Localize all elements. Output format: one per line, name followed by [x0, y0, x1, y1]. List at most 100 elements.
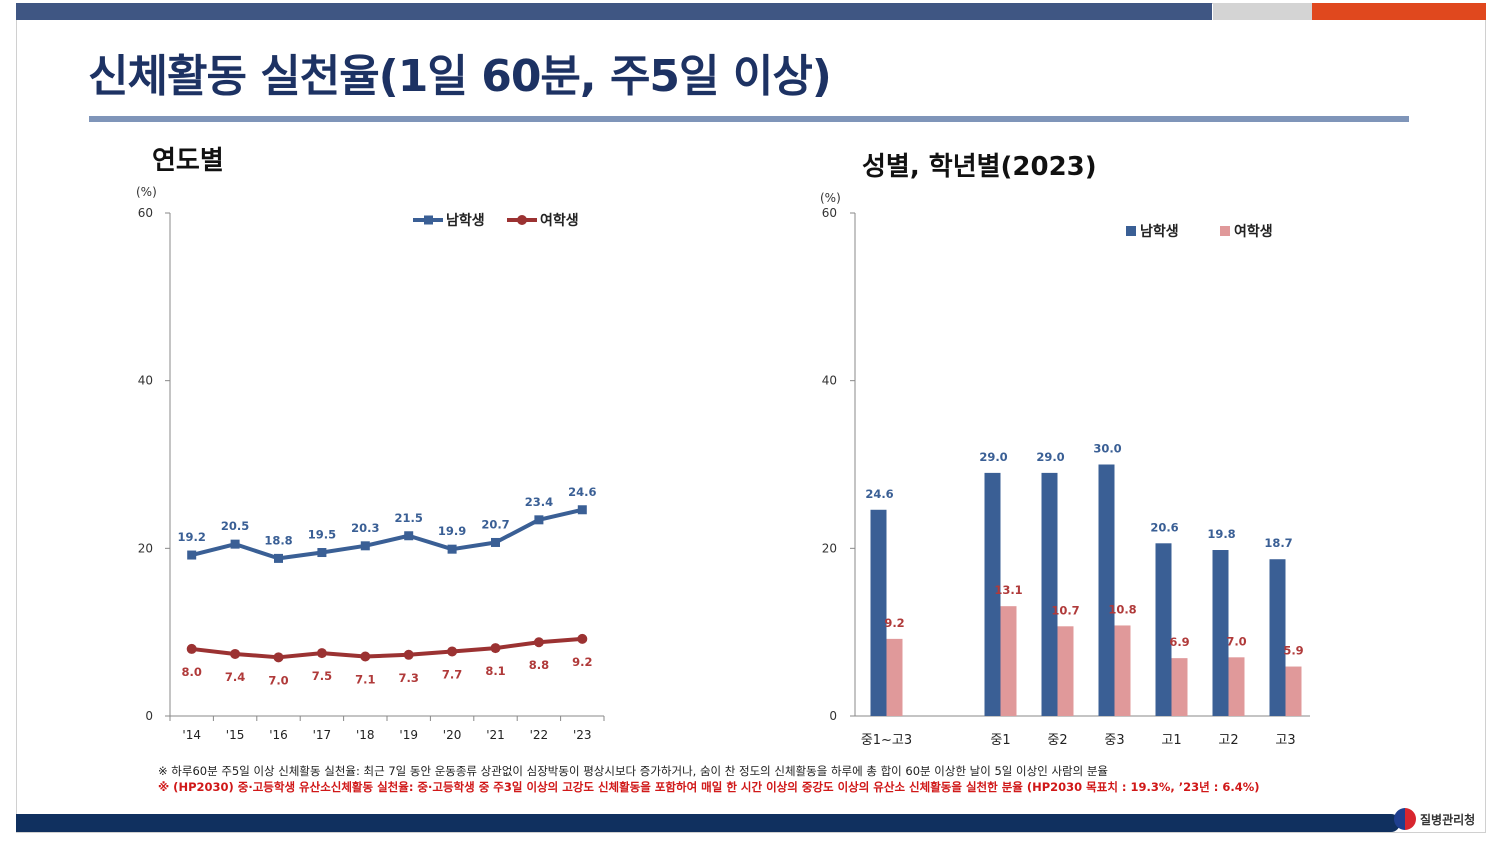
data-label: 8.0 — [182, 665, 202, 679]
data-label: 7.0 — [268, 673, 288, 687]
data-label: 21.5 — [395, 511, 423, 525]
data-label: 7.7 — [442, 667, 462, 681]
data-label: 8.8 — [529, 658, 549, 672]
taegeuk-emblem-icon — [1394, 808, 1416, 830]
y-tick-label: 0 — [145, 709, 153, 723]
top-bar-gray — [1213, 3, 1312, 20]
right-chart-subtitle: 성별, 학년별(2023) — [862, 152, 1097, 182]
x-tick-label: '22 — [530, 728, 549, 742]
x-tick-label: 중1 — [990, 733, 1010, 748]
data-label: 29.0 — [979, 450, 1007, 464]
data-label: 20.7 — [481, 517, 509, 531]
x-tick-label: '15 — [226, 728, 245, 742]
x-tick-label: 중2 — [1047, 733, 1067, 748]
data-label: 19.2 — [178, 530, 206, 544]
bar-female — [1285, 666, 1302, 716]
bar-chart-unit: (%) — [820, 191, 841, 205]
data-label: 19.9 — [438, 524, 466, 538]
top-bar-blue — [16, 3, 1212, 20]
data-label: 5.9 — [1283, 644, 1303, 658]
data-point-male — [274, 553, 283, 563]
series-line-0 — [191, 507, 583, 561]
legend-marker-female — [517, 215, 527, 225]
title-divider — [89, 116, 1409, 122]
data-point-male — [230, 539, 240, 549]
data-label: 7.1 — [355, 672, 375, 686]
data-label: 13.1 — [994, 583, 1022, 597]
data-label: 9.2 — [884, 616, 904, 630]
y-tick-label: 60 — [138, 206, 153, 220]
legend-label-male: 남학생 — [1140, 223, 1179, 240]
x-tick-label: '20 — [443, 728, 462, 742]
data-point-female — [316, 648, 327, 659]
x-tick-label: '14 — [182, 728, 201, 742]
page-title: 신체활동 실천율(1일 60분, 주5일 이상) — [88, 51, 832, 102]
y-tick-label: 0 — [829, 709, 837, 723]
x-tick-label: 고3 — [1275, 733, 1295, 748]
bar-male — [1212, 550, 1229, 716]
x-tick-label: '23 — [573, 728, 592, 742]
x-tick-label: 중1~고3 — [861, 733, 912, 748]
data-label: 20.6 — [1150, 520, 1178, 534]
data-point-male — [491, 537, 500, 547]
bar-female — [1114, 625, 1131, 716]
legend-label-female: 여학생 — [540, 212, 579, 229]
line-chart-unit: (%) — [136, 185, 157, 199]
org-logo: 질병관리청 — [1394, 808, 1475, 830]
bar-female — [1000, 606, 1017, 716]
data-label: 19.5 — [308, 528, 336, 542]
y-tick-label: 60 — [822, 206, 837, 220]
x-tick-label: '19 — [399, 728, 418, 742]
data-point-male — [317, 548, 327, 558]
data-point-male — [447, 544, 457, 554]
x-tick-label: 중3 — [1104, 733, 1124, 748]
data-label: 29.0 — [1036, 450, 1064, 464]
bar-male — [1098, 464, 1115, 716]
data-label: 9.2 — [572, 655, 592, 669]
y-tick-label: 20 — [138, 541, 153, 555]
bar-male — [870, 509, 887, 716]
legend-marker-male — [424, 215, 433, 225]
data-point-female — [230, 648, 241, 659]
footnote-definition: ※ 하루60분 주5일 이상 신체활동 실천율: 최근 7일 동안 운동종류 상… — [158, 764, 1108, 778]
legend-swatch-female — [1220, 226, 1230, 236]
x-tick-label: 고1 — [1161, 733, 1181, 748]
left-chart-subtitle: 연도별 — [152, 146, 224, 176]
data-point-male — [404, 531, 414, 541]
data-point-male — [360, 541, 370, 551]
data-label: 7.0 — [1226, 634, 1246, 648]
data-label: 10.7 — [1051, 603, 1079, 617]
legend-label-male: 남학생 — [446, 212, 485, 229]
data-point-male — [577, 505, 587, 515]
y-tick-label: 40 — [138, 374, 153, 388]
bottom-bar — [16, 814, 1400, 832]
data-point-female — [447, 646, 458, 657]
x-tick-label: '21 — [486, 728, 505, 742]
bar-female — [886, 638, 903, 716]
data-point-male — [187, 550, 197, 560]
footnote-hp2030: ※ (HP2030) 중·고등학생 유산소신체활동 실천율: 중·고등학생 중 … — [158, 780, 1260, 794]
bar-female — [1228, 657, 1245, 716]
data-point-female — [273, 652, 284, 663]
data-label: 20.5 — [221, 519, 249, 533]
top-bar-orange — [1312, 3, 1486, 20]
data-label: 20.3 — [351, 521, 379, 535]
data-label: 7.4 — [225, 670, 245, 684]
data-point-female — [360, 651, 371, 662]
bar-female — [1171, 658, 1188, 716]
x-tick-label: '16 — [269, 728, 288, 742]
data-label: 18.8 — [264, 533, 292, 547]
bar-male — [1041, 472, 1058, 716]
data-label: 8.1 — [485, 664, 505, 678]
data-label: 7.3 — [399, 671, 419, 685]
data-label: 7.5 — [312, 669, 332, 683]
y-tick-label: 40 — [822, 374, 837, 388]
data-label: 24.6 — [865, 487, 893, 501]
x-tick-label: '17 — [313, 728, 332, 742]
x-tick-label: 고2 — [1218, 733, 1238, 748]
data-label: 23.4 — [525, 495, 553, 509]
legend-swatch-male — [1126, 226, 1136, 236]
data-label: 30.0 — [1093, 442, 1121, 456]
